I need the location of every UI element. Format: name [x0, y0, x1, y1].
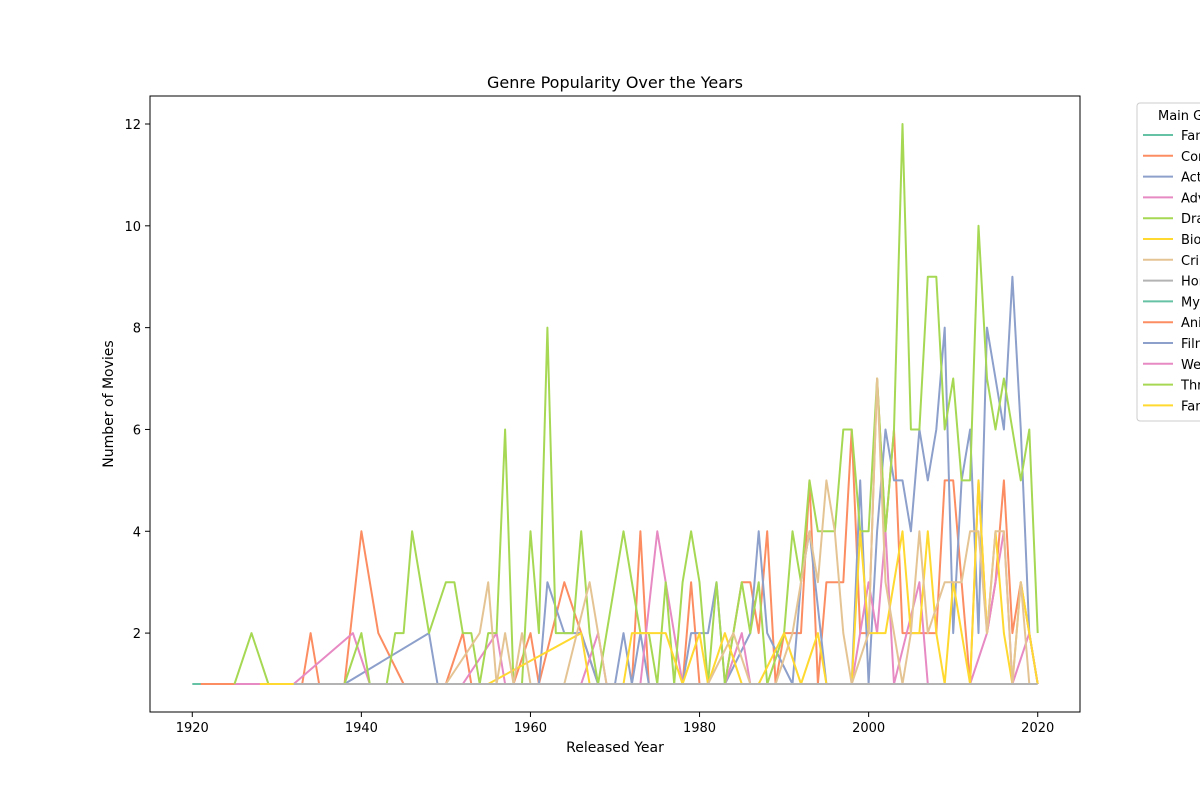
legend-label: Crime	[1181, 254, 1200, 269]
legend-label: Drama	[1181, 212, 1200, 227]
x-axis: 1920 1940 1960 1980 2000 2020	[176, 712, 1054, 736]
x-axis-title: Released Year	[566, 740, 664, 756]
x-tick-label: 1960	[514, 721, 547, 736]
y-tick-label: 8	[133, 322, 141, 337]
y-tick-label: 2	[133, 627, 141, 642]
legend-label: Mystery	[1181, 295, 1200, 310]
series-lines	[192, 123, 1039, 685]
y-tick-label: 6	[133, 423, 141, 438]
x-tick-label: 2020	[1021, 721, 1054, 736]
legend-label: Fantasy	[1181, 399, 1200, 414]
legend-label: Action	[1181, 171, 1200, 186]
series-line-drama	[233, 123, 1039, 685]
y-axis: 2 4 6 8 10 12	[124, 118, 150, 642]
legend-label: Horror	[1181, 275, 1200, 290]
y-tick-label: 10	[124, 220, 141, 235]
legend-label: Comedy	[1181, 150, 1200, 165]
legend-label: Thriller	[1180, 379, 1200, 394]
legend-label: Western	[1181, 358, 1200, 373]
plot-frame	[149, 95, 1081, 713]
legend-label: Biography	[1181, 233, 1200, 248]
y-tick-label: 4	[133, 525, 141, 540]
legend-box	[1136, 102, 1200, 422]
y-tick-label: 12	[124, 118, 141, 133]
y-axis-title: Number of Movies	[101, 340, 117, 467]
legend-items: Family Comedy Action Adventure Drama Biograph…	[1143, 129, 1200, 414]
x-tick-label: 1920	[176, 721, 209, 736]
legend-label: Animation	[1181, 316, 1200, 331]
legend-title: Main Genre	[1158, 109, 1200, 124]
chart-title: Genre Popularity Over the Years	[487, 73, 743, 92]
legend: Main Genre Family Comedy Action Adventure Dr…	[1136, 102, 1200, 422]
x-tick-label: 1980	[683, 721, 716, 736]
legend-label: Film-Noir	[1181, 337, 1200, 352]
legend-label: Adventure	[1181, 191, 1200, 206]
x-tick-label: 1940	[345, 721, 378, 736]
x-tick-label: 2000	[852, 721, 885, 736]
legend-label: Family	[1181, 129, 1200, 144]
